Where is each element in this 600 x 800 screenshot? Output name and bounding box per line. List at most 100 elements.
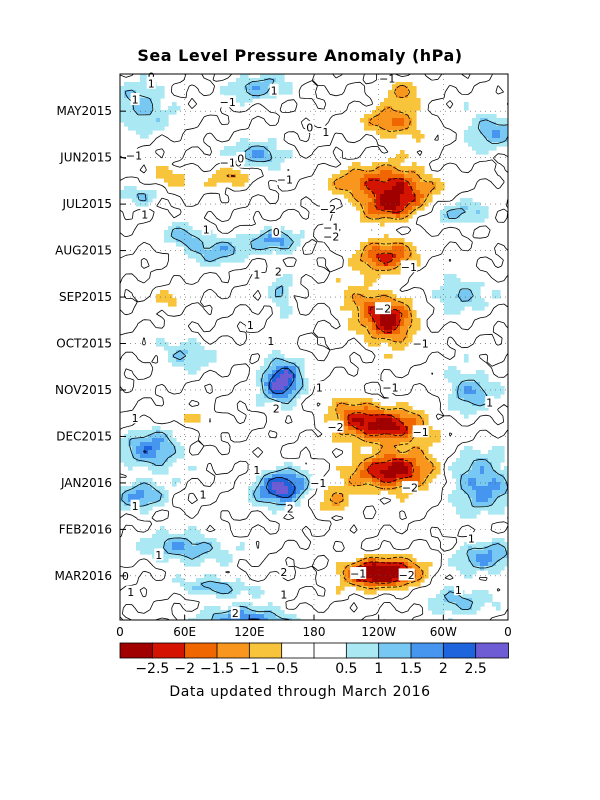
y-tick-label: SEP2015 xyxy=(59,290,112,304)
contour-line xyxy=(143,367,296,620)
contour-label: 0 xyxy=(237,153,244,166)
colorbar-swatch xyxy=(410,642,445,659)
x-tick-label: 180 xyxy=(303,625,326,639)
contour-label: 1 xyxy=(253,269,260,282)
contour-line xyxy=(121,78,508,620)
contour-label-bg xyxy=(285,501,295,514)
contour-lines xyxy=(120,74,508,620)
contour-label-bg xyxy=(323,230,340,243)
y-tick-label: JAN2016 xyxy=(60,476,112,490)
colorbar-swatch xyxy=(281,642,315,659)
colorbar-swatch xyxy=(378,642,412,659)
contour-label-bg xyxy=(236,152,246,165)
contour-label-bg xyxy=(276,172,293,185)
contour-label: −1 xyxy=(382,382,398,395)
contour-label-bg xyxy=(401,481,418,494)
contour-label: −1 xyxy=(310,477,326,490)
contour-label-bg xyxy=(466,532,476,545)
contour-label: 2 xyxy=(275,265,282,278)
colorbar-swatch xyxy=(475,642,509,659)
contour-label: 1 xyxy=(155,549,162,562)
contour-label: 1 xyxy=(132,500,139,513)
contour-label-bg xyxy=(146,69,156,82)
contour-label-bg xyxy=(400,260,417,273)
contour-label: −1 xyxy=(379,73,395,86)
colorbar-label: −1.5 xyxy=(200,661,234,677)
contour-label-bg xyxy=(230,606,240,619)
x-tick-label: 0 xyxy=(116,625,124,639)
y-tick-label: JUL2015 xyxy=(61,197,112,211)
contour-label-bg xyxy=(198,488,208,501)
contour-label-bg xyxy=(412,337,429,350)
chart-title: Sea Level Pressure Anomaly (hPa) xyxy=(137,46,463,65)
contour-label-bg xyxy=(379,72,396,85)
colorbar-swatch xyxy=(442,642,477,659)
contour-label-bg xyxy=(305,120,315,133)
contour-label: −1 xyxy=(220,156,236,169)
contour-label: 1 xyxy=(280,588,287,601)
contour-label-bg xyxy=(374,302,391,315)
x-tick-label: 60W xyxy=(430,625,457,639)
contour-label: −2 xyxy=(327,421,343,434)
contour-label: 1 xyxy=(271,84,278,97)
contour-label: −1 xyxy=(413,426,429,439)
colorbar-label: −1 xyxy=(239,661,260,677)
contour-label-bg xyxy=(140,207,150,220)
contour-label: 1 xyxy=(322,126,329,139)
colorbar-swatch xyxy=(184,642,218,659)
contour-label-bg xyxy=(453,583,463,596)
contour-label-bg xyxy=(273,264,283,277)
anomaly-field xyxy=(120,74,508,620)
contour-label-bg xyxy=(350,567,367,580)
contour-label-bg xyxy=(252,268,262,281)
colorbar-label: 0.5 xyxy=(335,661,357,677)
y-tick-label: MAY2015 xyxy=(57,104,113,118)
colorbar: −2.5 −2 −1.5 −1 −0.5 0.5 1 1.5 2 2.5 xyxy=(119,642,509,677)
contour-label-bg xyxy=(485,396,495,409)
contour-label-bg xyxy=(130,499,140,512)
contour-label-bg xyxy=(219,155,236,168)
contour-label-bg xyxy=(398,568,415,581)
contour-label: −1 xyxy=(401,261,417,274)
colorbar-swatch xyxy=(216,642,251,659)
colorbar-swatch xyxy=(119,642,154,659)
x-tick-label: 60E xyxy=(173,625,196,639)
colorbar-swatch xyxy=(248,642,283,659)
contour-label: −2 xyxy=(399,569,415,582)
contour-label: 1 xyxy=(316,382,323,395)
contour-label-bg xyxy=(126,585,136,598)
colorbar-swatch xyxy=(313,642,348,659)
contour-label-bg xyxy=(314,381,324,394)
contour-label: 0 xyxy=(273,226,280,239)
contour-label: −2 xyxy=(320,203,336,216)
contour-label: 1 xyxy=(203,224,210,237)
colorbar-label: −0.5 xyxy=(265,661,299,677)
contour-label: 1 xyxy=(132,94,139,107)
y-tick-label: NOV2015 xyxy=(55,383,112,397)
contour-label-bg xyxy=(271,225,281,238)
contour-label: −2 xyxy=(323,231,339,244)
contour-label: 2 xyxy=(273,403,280,416)
contour-label: 2 xyxy=(287,502,294,515)
y-tick-label: MAR2016 xyxy=(55,569,112,583)
contour-label: 1 xyxy=(141,208,148,221)
contour-label: 2 xyxy=(232,607,239,620)
colorbar-label: 2 xyxy=(439,661,448,677)
contour-label: −2 xyxy=(402,482,418,495)
contour-label: 1 xyxy=(267,335,274,348)
y-tick-label: DEC2015 xyxy=(56,429,112,443)
colorbar-label: −2 xyxy=(174,661,195,677)
contour-label: 0 xyxy=(306,121,313,134)
contour-label-bg xyxy=(130,411,140,424)
contour-label-bg xyxy=(310,476,327,489)
contour-label: −1 xyxy=(126,149,142,162)
contour-label-bg xyxy=(126,148,143,161)
contour-label-bg xyxy=(154,548,164,561)
grid-lines xyxy=(120,74,508,620)
contour-label: 1 xyxy=(253,464,260,477)
contour-label: −1 xyxy=(220,96,236,109)
contour-label-bg xyxy=(412,425,429,438)
contour-label-bg xyxy=(279,587,289,600)
contour-label-bg xyxy=(279,565,289,578)
y-tick-label: FEB2016 xyxy=(59,522,112,536)
